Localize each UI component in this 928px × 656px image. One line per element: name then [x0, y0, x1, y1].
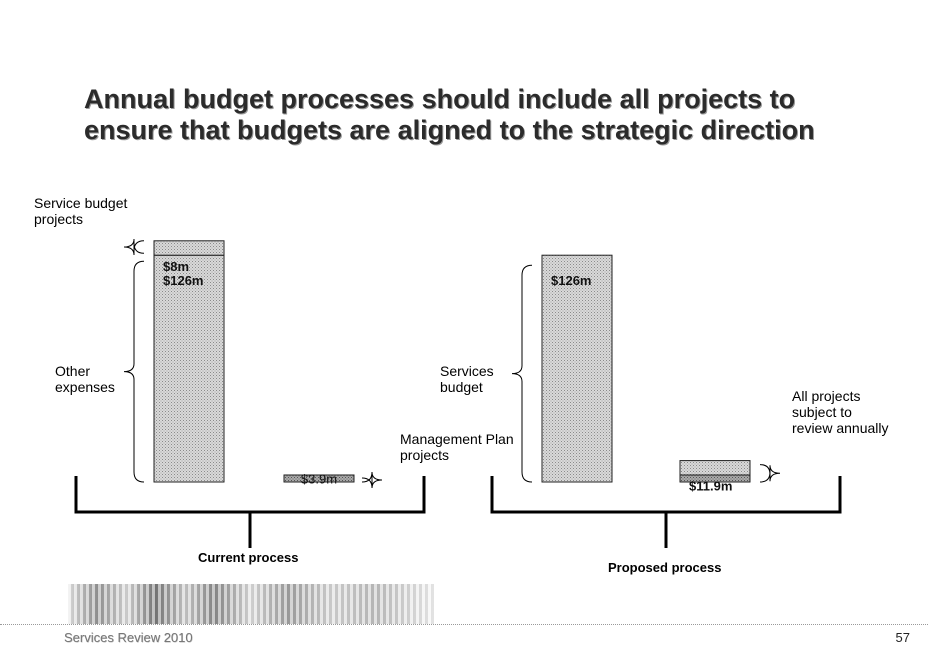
bar-value-label: $126m: [163, 273, 203, 288]
brace-service-budget-projects: [123, 238, 145, 256]
title-line-1: Annual budget processes should include a…: [84, 84, 796, 114]
footer-photo-strip: [68, 584, 434, 624]
annotation-line: budget: [440, 379, 483, 395]
bar-segment: [283, 474, 355, 483]
annotation-line: projects: [34, 211, 84, 227]
page-number: 57: [895, 630, 910, 645]
slide-title: Annual budget processes should include a…: [84, 84, 904, 146]
annotation-line: projects: [400, 447, 450, 463]
bar-value-label: $8m: [163, 259, 189, 274]
annotation-line: All projects: [792, 388, 861, 404]
bar-segment: [153, 240, 225, 256]
annotation-line: subject to: [792, 404, 852, 420]
annotation-line: Other: [55, 363, 91, 379]
bar-value-label: $3.9m: [301, 471, 337, 486]
annotation-other-expenses: Other expenses: [55, 363, 115, 395]
annotation-line: review annually: [792, 420, 889, 436]
group-label-current-process: Current process: [198, 550, 299, 565]
bar-segment: [679, 460, 751, 476]
annotation-line: Services: [440, 363, 494, 379]
brace-other-expenses: [123, 260, 145, 483]
brace-services-budget: [511, 264, 533, 483]
group-brackets: [74, 476, 842, 548]
footer-divider: [0, 624, 928, 625]
bar-segment: [541, 254, 613, 483]
current-process-bracket: [74, 476, 426, 548]
proposed-process-bracket: [490, 476, 842, 548]
annotation-service-budget-projects: Service budget projects: [34, 195, 127, 227]
bars-layer: $126m$8m$3.9m$126m$11.9m: [153, 240, 751, 494]
annotation-services-budget: Services budget: [440, 363, 494, 395]
bar-value-label: $11.9m: [689, 479, 732, 494]
annotation-line: Service budget: [34, 195, 128, 211]
annotation-all-projects-review: All projects subject to review annually: [792, 388, 889, 436]
brace-all-projects: [759, 464, 781, 483]
title-line-2: ensure that budgets are aligned to the s…: [84, 115, 815, 145]
bar-value-label: $126m: [551, 273, 591, 288]
annotation-management-plan-projects: Management Plan projects: [400, 431, 514, 463]
braces-layer: [123, 238, 781, 489]
footer-text: Services Review 2010: [64, 630, 193, 645]
group-label-proposed-process: Proposed process: [608, 560, 722, 575]
annotation-line: expenses: [55, 379, 115, 395]
annotation-line: Management Plan: [400, 431, 514, 447]
brace-management-plan-projects: [361, 471, 383, 489]
bar-segment: [153, 254, 225, 483]
